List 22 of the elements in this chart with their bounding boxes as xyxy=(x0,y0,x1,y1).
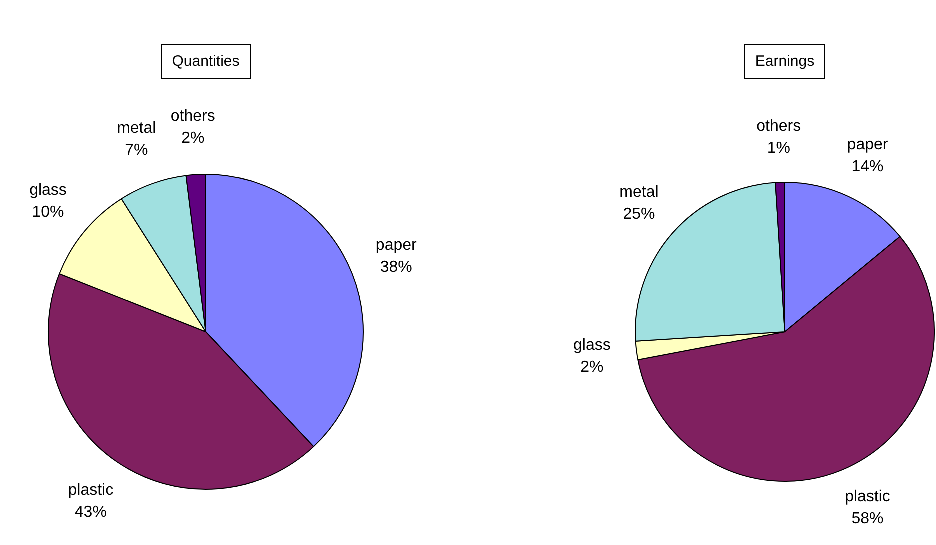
slice-label: paper xyxy=(847,136,889,154)
chart-title: Quantities xyxy=(161,44,251,79)
data-label: 43% xyxy=(74,504,107,521)
data-label: 38% xyxy=(380,259,412,276)
slice-label: others xyxy=(170,108,216,126)
chart-title: Earnings xyxy=(744,44,826,79)
data-label: 58% xyxy=(852,510,884,528)
slice-label: metal xyxy=(620,184,659,201)
data-label: 2% xyxy=(580,358,604,376)
slice-label: others xyxy=(756,118,802,136)
data-label: 14% xyxy=(852,158,884,176)
data-label: 7% xyxy=(125,142,148,159)
slice-label: plastic xyxy=(845,488,890,506)
slice-label: metal xyxy=(117,120,156,137)
slice-label: paper xyxy=(376,237,418,254)
data-label: 2% xyxy=(182,130,205,148)
data-label: 1% xyxy=(767,140,790,158)
data-label: 25% xyxy=(623,206,656,223)
slice-label: plastic xyxy=(68,482,114,499)
slice-label: glass xyxy=(30,182,67,199)
data-label: 10% xyxy=(32,204,64,221)
slice-label: glass xyxy=(574,336,611,354)
